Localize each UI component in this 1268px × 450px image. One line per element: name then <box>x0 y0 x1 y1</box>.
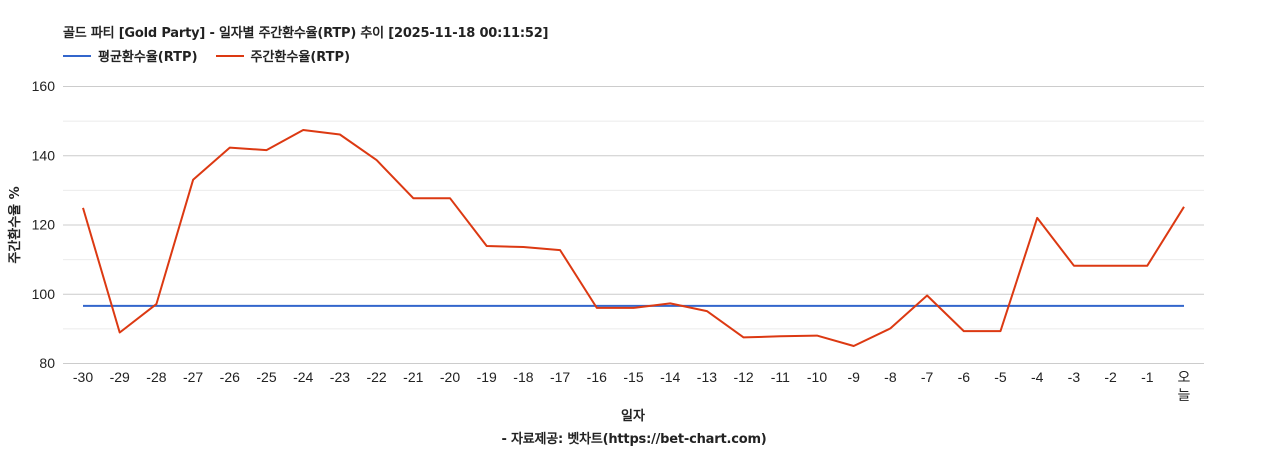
chart-title: 골드 파티 [Gold Party] - 일자별 주간환수율(RTP) 추이 [… <box>63 26 549 41</box>
x-tick-label: -20 <box>440 369 460 385</box>
x-tick-label: 늘 <box>1178 387 1191 403</box>
x-tick-label: -17 <box>550 369 570 385</box>
x-tick-label: -25 <box>256 369 276 385</box>
x-tick-label: -18 <box>513 369 533 385</box>
x-tick-label: -9 <box>847 369 860 385</box>
x-tick-label: -29 <box>110 369 130 385</box>
legend-label-average-rtp: 평균환수율(RTP) <box>98 50 198 65</box>
x-axis-ticks: -30 -29 -28 -27 -26 -25 -24 -23 -22 -21 -20 -19 -18 -… <box>73 369 1191 403</box>
x-tick-label: -28 <box>146 369 166 385</box>
x-tick-label: -4 <box>1031 369 1044 385</box>
y-tick-label: 120 <box>32 217 56 233</box>
legend-item-weekly-rtp[interactable]: 주간환수율(RTP) <box>215 46 351 65</box>
x-tick-label: -11 <box>771 369 790 385</box>
x-tick-label: -19 <box>477 369 497 385</box>
data-series <box>82 129 1185 347</box>
gridlines <box>63 86 1204 364</box>
x-tick-label: -2 <box>1104 369 1117 385</box>
x-tick-label: -8 <box>884 369 897 385</box>
y-tick-label: 160 <box>32 78 56 94</box>
x-tick-label: -3 <box>1068 369 1081 385</box>
y-axis-ticks: 80 100 120 140 160 <box>32 78 56 371</box>
x-tick-label: -23 <box>330 369 350 385</box>
x-tick-label: -27 <box>183 369 203 385</box>
x-tick-label: -12 <box>733 369 753 385</box>
x-tick-label: -14 <box>660 369 680 385</box>
y-tick-label: 140 <box>32 147 56 163</box>
x-tick-label: 오 <box>1178 369 1191 385</box>
x-tick-label: -15 <box>623 369 643 385</box>
x-tick-label: -21 <box>403 369 423 385</box>
legend-swatch-average-icon <box>63 54 91 57</box>
data-source-credit: - 자료제공: 벳차트(https://bet-chart.com) <box>501 432 767 447</box>
x-tick-label: -7 <box>921 369 934 385</box>
x-tick-label: -10 <box>807 369 827 385</box>
x-tick-label: -1 <box>1141 369 1154 385</box>
x-axis-title: 일자 <box>621 409 645 424</box>
x-tick-label: -5 <box>994 369 1007 385</box>
weekly-rtp-line[interactable] <box>82 129 1185 347</box>
chart-legend: 평균환수율(RTP) 주간환수율(RTP) <box>63 46 368 65</box>
x-tick-label: -13 <box>697 369 717 385</box>
legend-swatch-weekly-icon <box>215 54 244 57</box>
legend-item-average-rtp[interactable]: 평균환수율(RTP) <box>63 46 198 65</box>
x-tick-label: -26 <box>220 369 240 385</box>
legend-label-weekly-rtp: 주간환수율(RTP) <box>250 50 351 65</box>
y-axis-title: 주간환수율 % <box>7 186 23 263</box>
x-tick-label: -6 <box>958 369 971 385</box>
y-tick-label: 80 <box>39 355 55 371</box>
x-tick-label: -30 <box>73 369 93 385</box>
x-tick-label: -24 <box>293 369 313 385</box>
x-tick-label: -22 <box>366 369 386 385</box>
x-tick-label: -16 <box>587 369 607 385</box>
y-tick-label: 100 <box>32 286 56 302</box>
